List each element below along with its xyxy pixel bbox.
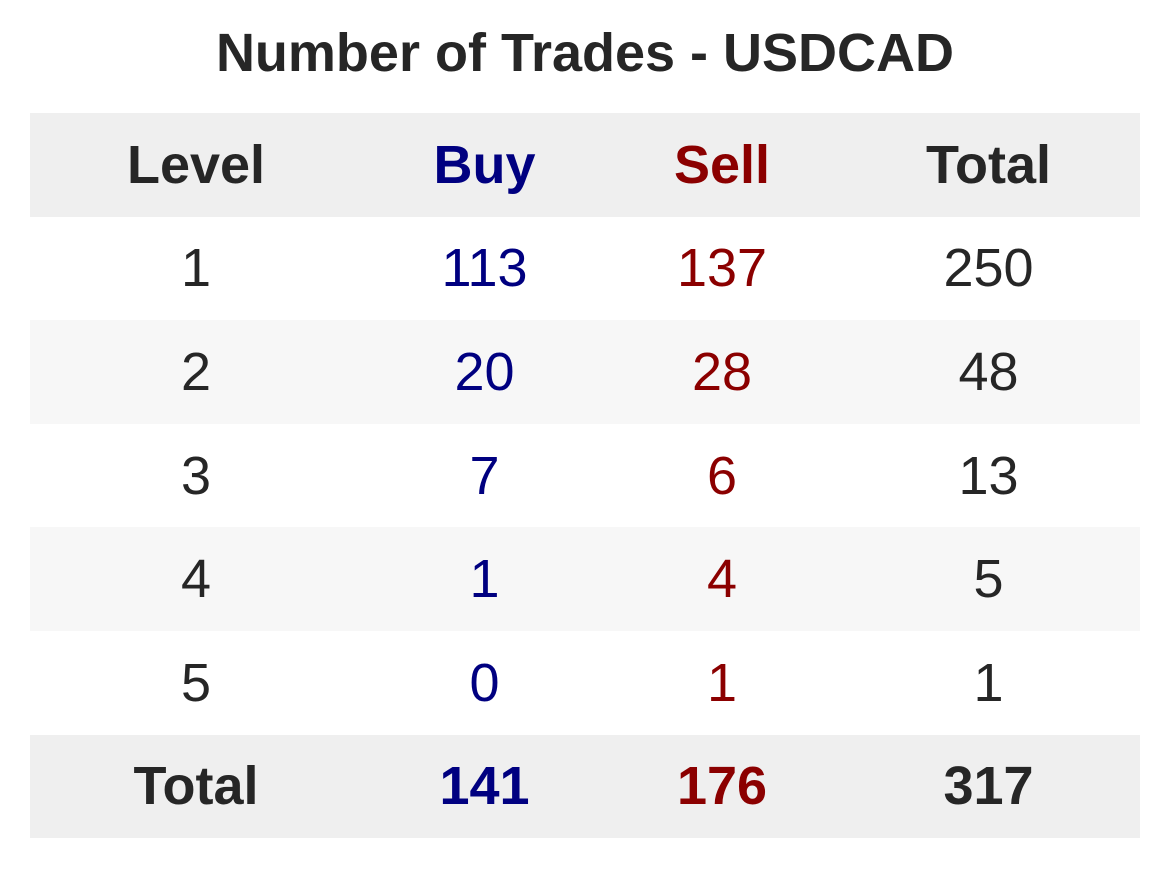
cell-total: 250 — [943, 238, 1034, 299]
cell-buy: 20 — [454, 341, 515, 402]
cell-level: 2 — [180, 341, 212, 402]
cell-total: 1 — [973, 652, 1004, 713]
table-row: 5 0 1 1 — [30, 630, 1140, 735]
cell-sell: 1 — [706, 652, 738, 713]
cell-buy: 0 — [469, 652, 500, 713]
cell-sell: 28 — [691, 341, 753, 402]
table-row: 4 1 4 5 — [30, 527, 1140, 631]
cell-sell: 6 — [706, 445, 738, 506]
cell-buy: 7 — [469, 445, 500, 506]
cell-buy: 113 — [441, 238, 528, 299]
cell-total: 13 — [958, 445, 1019, 506]
header-total: Total — [926, 134, 1051, 195]
table-row: 1 113 137 250 — [30, 216, 1140, 321]
trades-table: Level Buy Sell Total 1 113 137 250 2 20 … — [30, 113, 1140, 839]
header-buy: Buy — [433, 134, 536, 195]
cell-buy: 1 — [469, 549, 500, 610]
totals-buy: 141 — [439, 756, 530, 817]
table-header-row: Level Buy Sell Total — [30, 113, 1140, 217]
table-row: 3 7 6 13 — [30, 423, 1140, 528]
header-level: Level — [126, 134, 266, 195]
cell-total: 48 — [958, 341, 1019, 402]
header-sell: Sell — [673, 134, 771, 195]
cell-level: 5 — [180, 652, 212, 713]
totals-total: 317 — [943, 756, 1034, 817]
table-title: Number of Trades - USDCAD — [215, 23, 955, 83]
table-row: 2 20 28 48 — [30, 320, 1140, 424]
totals-sell: 176 — [676, 756, 768, 817]
cell-level: 4 — [180, 549, 212, 610]
totals-label: Total — [133, 756, 259, 817]
cell-total: 5 — [973, 549, 1004, 610]
cell-sell: 4 — [706, 549, 738, 610]
cell-sell: 137 — [676, 238, 768, 299]
cell-level: 1 — [180, 238, 212, 299]
table-totals-row: Total 141 176 317 — [30, 734, 1140, 839]
cell-level: 3 — [180, 445, 212, 506]
